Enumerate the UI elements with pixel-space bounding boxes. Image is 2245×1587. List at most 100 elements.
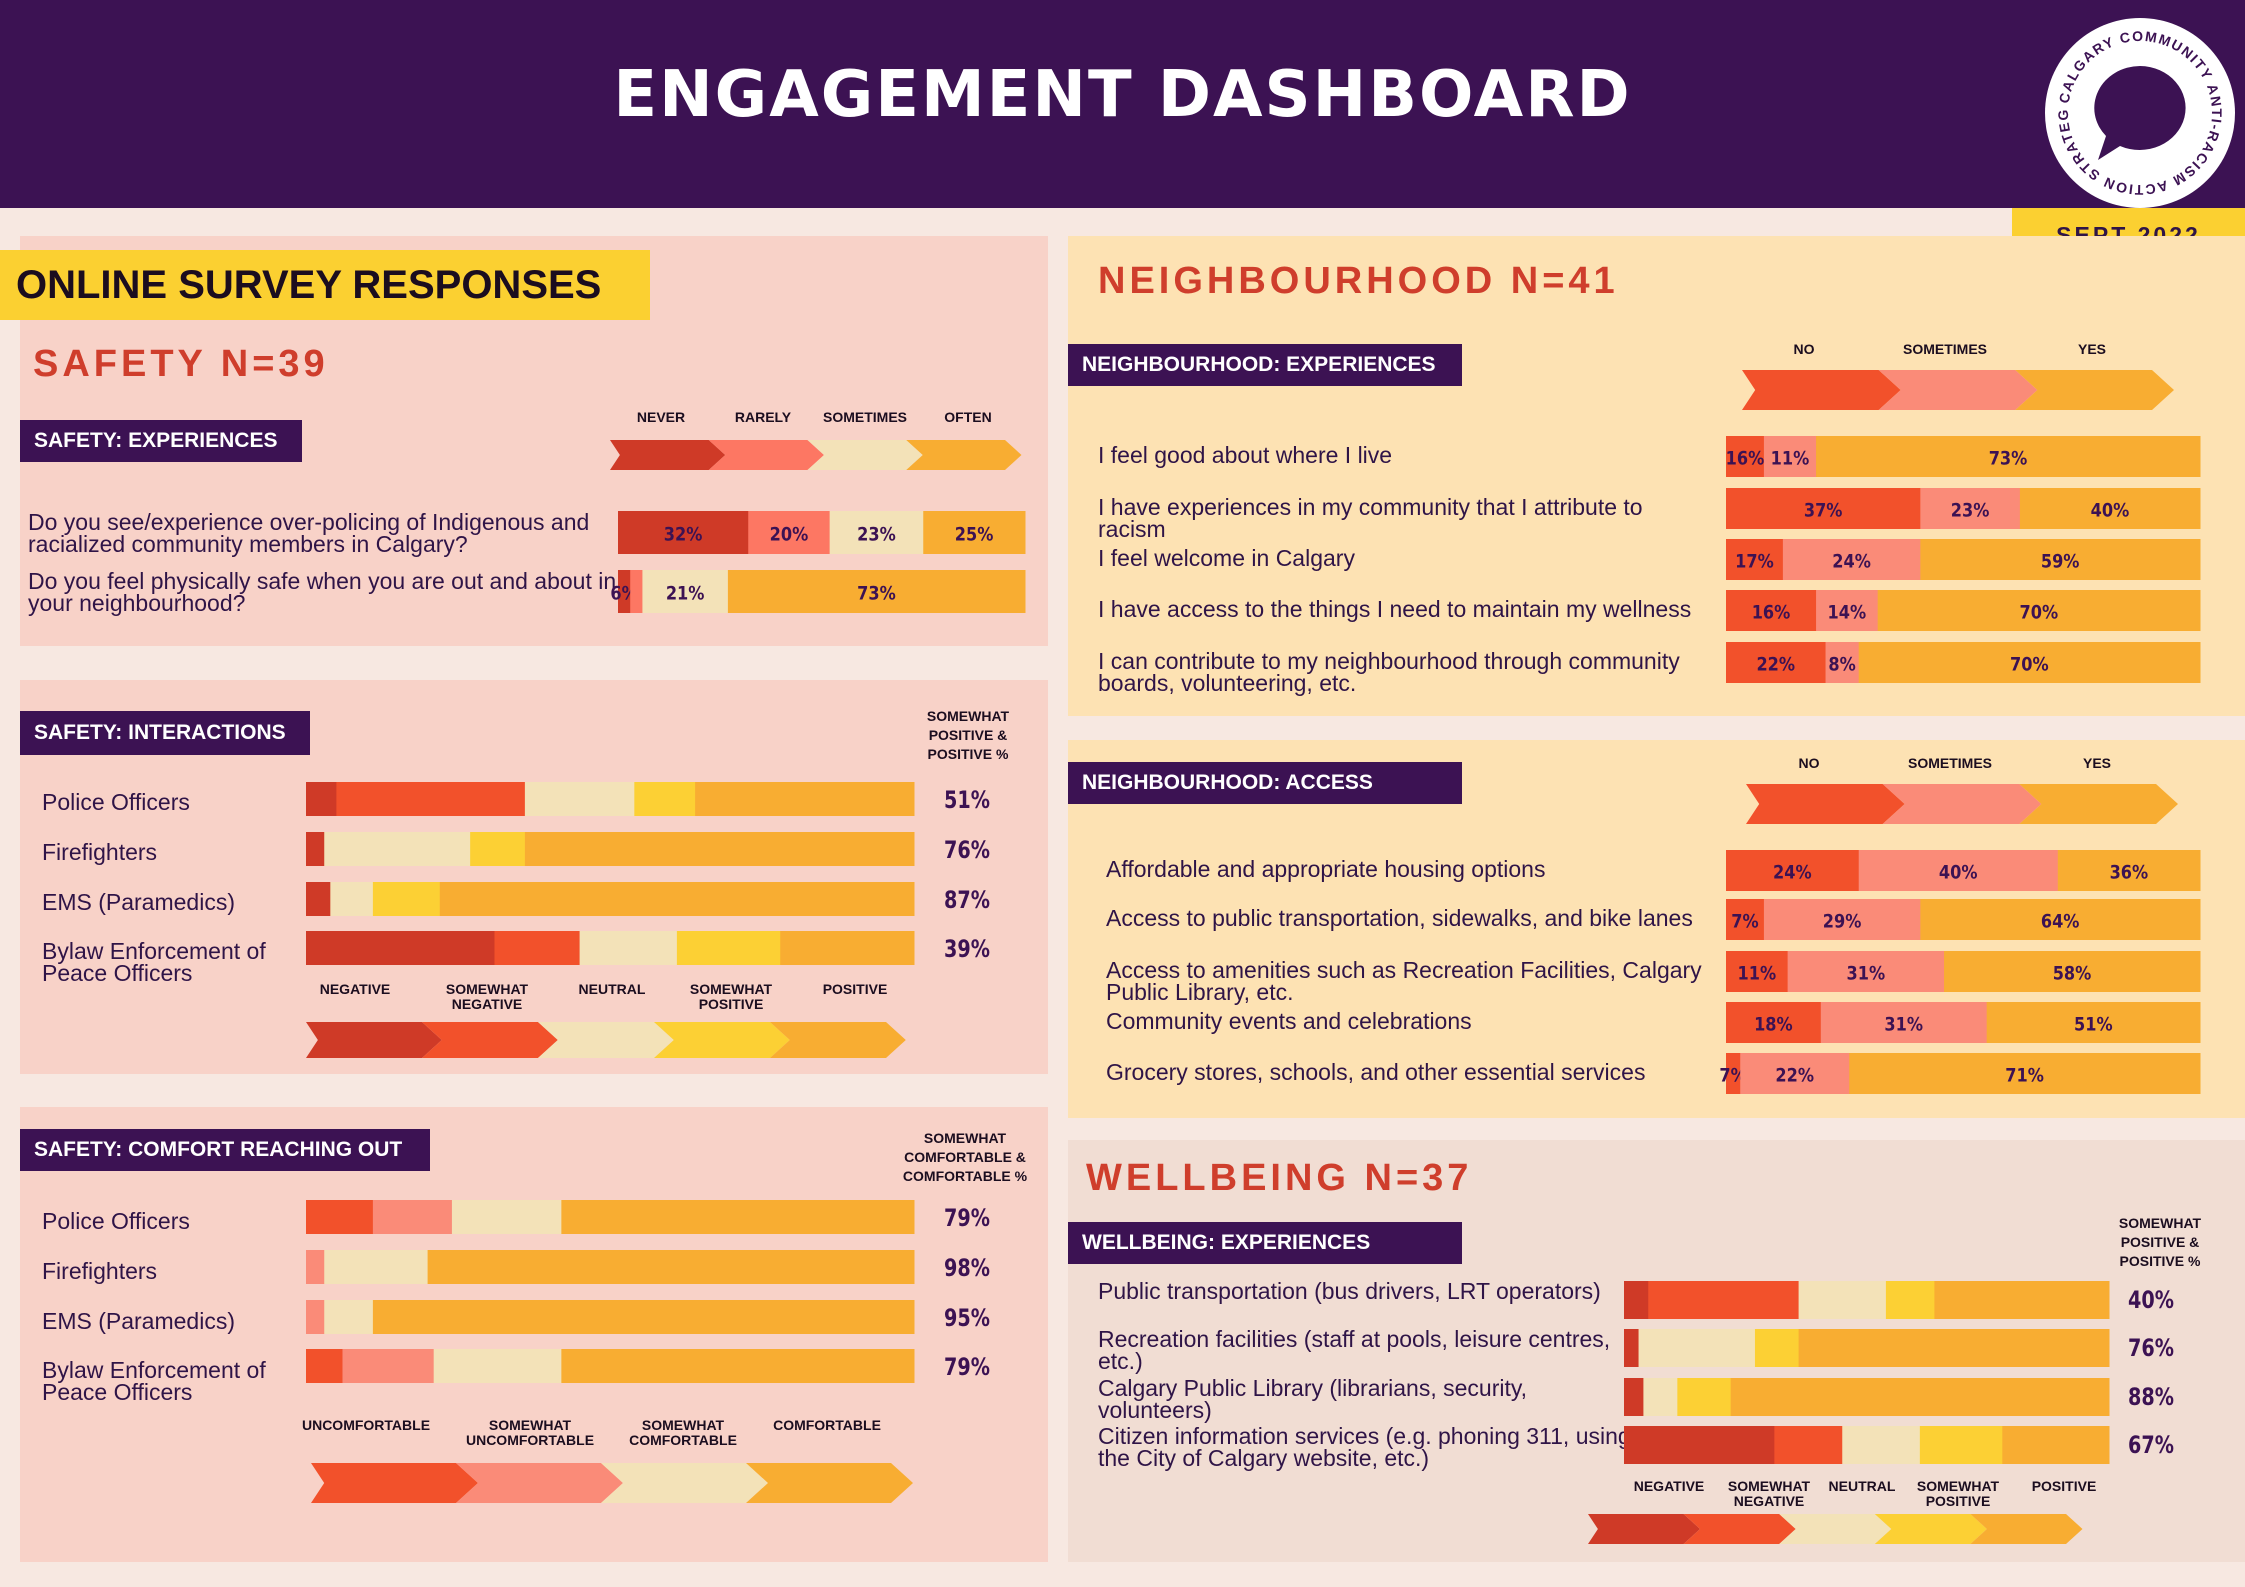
nacc-category-0: NO xyxy=(1798,755,1820,771)
comfort-bar-1-segment-2 xyxy=(324,1250,429,1284)
interactions-scale-chevron-2 xyxy=(538,1022,674,1058)
nacc-bar-0-segment-0 xyxy=(1726,850,1860,891)
wellbeing-row-label-3: Citizen information services (e.g. phoni… xyxy=(1098,1423,1631,1471)
nexp-bar-4-segment-0 xyxy=(1726,642,1827,683)
interactions-bar-0-segment-0 xyxy=(306,782,337,816)
interactions-row-label-1: Firefighters xyxy=(42,839,158,865)
nexp-bar-1-segment-1 xyxy=(1920,488,2021,529)
wellbeing-bar-1-segment-4 xyxy=(1798,1329,2110,1367)
comfort-bar-3-segment-1 xyxy=(342,1349,435,1383)
interactions-bar-1-segment-3 xyxy=(470,832,526,866)
safety-exp-row-label-0: Do you see/experience over-policing of I… xyxy=(28,509,590,557)
nexp-bar-1-value-label-1: 23% xyxy=(1951,500,1990,522)
comfort-bar-3-segment-3 xyxy=(561,1349,915,1383)
nexp-category-2: YES xyxy=(2077,341,2106,357)
nacc-bar-2-value-label-1: 31% xyxy=(1847,963,1886,985)
wellbeing-row-label-0: Public transportation (bus drivers, LRT … xyxy=(1098,1278,1601,1304)
nacc-scale-chevron-1 xyxy=(1882,784,2042,824)
nacc-bar-4-value-label-2: 71% xyxy=(2005,1065,2044,1087)
wellbeing-bar-3-segment-4 xyxy=(2002,1426,2110,1464)
nacc-scale xyxy=(1746,784,2178,824)
logo-graphic: CALGARY COMMUNITY ANTI-RACISM ACTION STR… xyxy=(2040,5,2225,198)
safety-exp-category-0: NEVER xyxy=(636,409,686,425)
interactions-column-head: SOMEWHAT POSITIVE & POSITIVE % xyxy=(926,708,1010,762)
interactions-bar-1 xyxy=(306,832,915,866)
comfort-bar-0-segment-1 xyxy=(372,1200,453,1234)
nexp-bar-0-value-label-2: 73% xyxy=(1989,448,2028,470)
nexp-scale-chevron-1 xyxy=(1878,370,2038,410)
neighbourhood-access-badge: NEIGHBOURHOOD: ACCESS xyxy=(1068,762,1462,804)
interactions-bar-1-segment-4 xyxy=(524,832,915,866)
nacc-row-label-0: Affordable and appropriate housing optio… xyxy=(1106,856,1546,882)
safety-exp-scale-chevron-3 xyxy=(906,440,1022,470)
nacc-bar-3-segment-2 xyxy=(1986,1002,2201,1043)
wellbeing-bar-1-segment-2 xyxy=(1638,1329,1756,1367)
nexp-scale-chevron-2 xyxy=(2015,370,2174,410)
interactions-bar-2-segment-4 xyxy=(439,882,915,916)
wellbeing-total-0: 40% xyxy=(2128,1286,2174,1314)
wellbeing-bar-2-segment-3 xyxy=(1677,1378,1732,1416)
safety-exp-bar-1-segment-3 xyxy=(727,570,1026,613)
interactions-bar-2-segment-2 xyxy=(330,882,374,916)
wellbeing-row-label-2: Calgary Public Library (librarians, secu… xyxy=(1098,1375,1528,1423)
nacc-bar-1-segment-0 xyxy=(1726,899,1765,940)
interactions-row-label-3: Bylaw Enforcement of Peace Officers xyxy=(42,938,266,986)
wellbeing-bar-3 xyxy=(1624,1426,2110,1464)
nacc-bar-2-value-label-0: 11% xyxy=(1737,963,1776,985)
interactions-scale-chevron-0 xyxy=(306,1022,442,1058)
nexp-row-label-4: I can contribute to my neighbourhood thr… xyxy=(1098,648,1680,696)
nacc-bar-0-segment-1 xyxy=(1858,850,2059,891)
nexp-bar-3: 16% 14% 70% xyxy=(1726,590,2201,631)
wellbeing-bar-0-segment-0 xyxy=(1624,1281,1649,1319)
safety-exp-bar-0-value-label-1: 20% xyxy=(770,524,809,546)
safety-exp-bar-1-value-label-2: 21% xyxy=(666,583,705,605)
survey-banner: ONLINE SURVEY RESPONSES xyxy=(0,250,650,320)
interactions-category-0: NEGATIVE xyxy=(319,981,391,997)
comfort-bar-0-segment-0 xyxy=(306,1200,374,1234)
safety-exp-bar-1-segment-0 xyxy=(618,570,631,613)
nacc-scale-chevron-2 xyxy=(2019,784,2178,824)
comfort-row-label-0: Police Officers xyxy=(42,1208,190,1234)
nacc-bar-2-value-label-2: 58% xyxy=(2053,963,2092,985)
wellbeing-bar-0 xyxy=(1624,1281,2110,1319)
nexp-bar-4-value-label-1: 8% xyxy=(1828,654,1856,676)
wellbeing-category-1: SOMEWHAT NEGATIVE xyxy=(1727,1478,1811,1509)
nexp-bar-2-value-label-1: 24% xyxy=(1832,551,1871,573)
safety-exp-bar-0-segment-0 xyxy=(618,511,749,554)
wellbeing-bar-3-segment-1 xyxy=(1774,1426,1843,1464)
nexp-bar-3-value-label-2: 70% xyxy=(2020,602,2059,624)
comfort-category-1: SOMEWHAT UNCOMFORTABLE xyxy=(465,1417,595,1448)
nexp-bar-2-value-label-0: 17% xyxy=(1735,551,1774,573)
nacc-bar-2-segment-0 xyxy=(1726,951,1789,992)
interactions-bar-3-segment-0 xyxy=(306,931,495,965)
safety-exp-category-3: OFTEN xyxy=(944,409,992,425)
nacc-bar-1-value-label-0: 7% xyxy=(1731,911,1759,933)
safety-exp-bar-1: 6% 21% 73% xyxy=(610,570,1026,613)
nexp-bar-1: 37% 23% 40% xyxy=(1726,488,2201,529)
interactions-total-3: 39% xyxy=(944,935,990,963)
header-bar xyxy=(0,0,2245,208)
nexp-bar-0: 16% 11% 73% xyxy=(1726,436,2201,477)
interactions-bar-2-segment-0 xyxy=(306,882,331,916)
safety-exp-bar-0-value-label-2: 23% xyxy=(857,524,896,546)
wellbeing-bar-2 xyxy=(1624,1378,2110,1416)
comfort-total-2: 95% xyxy=(944,1304,990,1332)
nexp-bar-3-value-label-1: 14% xyxy=(1828,602,1867,624)
nacc-bar-2: 11% 31% 58% xyxy=(1726,951,2201,992)
nexp-bar-0-segment-2 xyxy=(1816,436,2201,477)
nacc-bar-1: 7% 29% 64% xyxy=(1726,899,2201,940)
nacc-bar-0-value-label-2: 36% xyxy=(2110,862,2149,884)
interactions-scale-chevron-4 xyxy=(770,1022,906,1058)
interactions-bar-0-segment-4 xyxy=(695,782,915,816)
safety-exp-bar-0: 32% 20% 23% 25% xyxy=(618,511,1026,554)
wellbeing-total-3: 67% xyxy=(2128,1431,2174,1459)
comfort-bar-2-segment-3 xyxy=(372,1300,915,1334)
calgary-anti-racism-logo: CALGARY COMMUNITY ANTI-RACISM ACTION STR… xyxy=(2040,5,2235,208)
interactions-bar-2-segment-3 xyxy=(372,882,441,916)
comfort-bar-0-segment-2 xyxy=(451,1200,562,1234)
nexp-bar-0-segment-0 xyxy=(1726,436,1765,477)
nacc-bar-0-segment-2 xyxy=(2057,850,2201,891)
nacc-bar-4: 7% 22% 71% xyxy=(1719,1053,2201,1094)
comfort-scale-chevron-1 xyxy=(456,1463,623,1503)
nacc-bar-1-value-label-1: 29% xyxy=(1823,911,1862,933)
